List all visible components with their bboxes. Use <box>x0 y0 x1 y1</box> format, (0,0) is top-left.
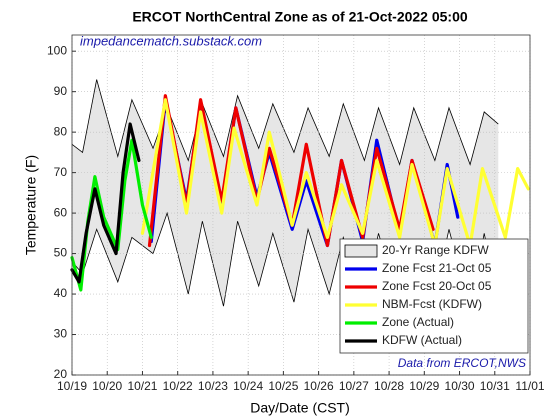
watermark: impedancematch.substack.com <box>80 33 262 48</box>
x-tick-label: 10/31 <box>480 379 510 393</box>
y-tick-label: 20 <box>54 367 68 381</box>
chart-title: ERCOT NorthCentral Zone as of 21-Oct-202… <box>132 9 468 25</box>
x-tick-label: 10/21 <box>127 379 157 393</box>
y-axis-label: Temperature (F) <box>23 155 39 255</box>
legend-label: Zone Fcst 20-Oct 05 <box>382 279 492 293</box>
plot-frame <box>71 34 531 376</box>
y-tick-label: 50 <box>54 246 68 260</box>
x-tick-label: 10/24 <box>233 379 263 393</box>
legend-label: Zone Fcst 21-Oct 05 <box>382 261 492 275</box>
y-tick-label: 90 <box>54 84 68 98</box>
series-line <box>140 98 530 248</box>
legend-swatch <box>344 244 378 258</box>
x-axis-label: Day/Date (CST) <box>250 400 350 416</box>
legend-label: KDFW (Actual) <box>382 333 462 347</box>
x-tick-label: 10/26 <box>304 379 334 393</box>
y-tick-label: 80 <box>54 124 68 138</box>
y-tick-label: 40 <box>54 286 68 300</box>
legend-label: Zone (Actual) <box>382 315 454 329</box>
y-tick-label: 70 <box>54 165 68 179</box>
x-tick-label: 10/30 <box>445 379 475 393</box>
x-tick-label: 10/29 <box>409 379 439 393</box>
x-tick-label: 10/22 <box>163 379 193 393</box>
y-tick-label: 60 <box>54 205 68 219</box>
x-tick-label: 10/27 <box>339 379 369 393</box>
y-tick-label: 100 <box>47 43 67 57</box>
x-tick-label: 10/25 <box>268 379 298 393</box>
x-tick-label: 10/28 <box>374 379 404 393</box>
x-tick-label: 10/20 <box>92 379 122 393</box>
legend-label: NBM-Fcst (KDFW) <box>382 297 482 311</box>
x-tick-label: 10/19 <box>57 379 87 393</box>
series-line <box>70 122 141 284</box>
x-tick-label: 11/01 <box>515 379 544 393</box>
x-tick-label: 10/23 <box>198 379 228 393</box>
source-note: Data from ERCOT,NWS <box>398 356 526 370</box>
legend-box <box>339 238 529 354</box>
legend-label: 20-Yr Range KDFW <box>382 243 489 257</box>
y-tick-label: 30 <box>54 327 68 341</box>
